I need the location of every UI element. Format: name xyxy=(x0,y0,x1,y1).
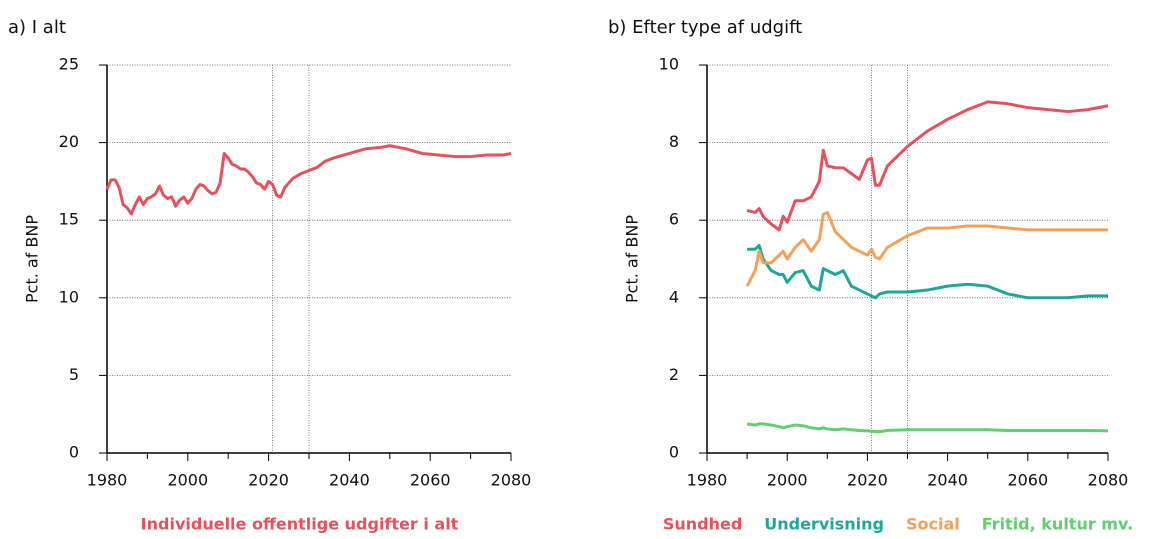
chart-title: a) I alt xyxy=(8,17,66,38)
legend-label: Fritid, kultur mv. xyxy=(982,515,1133,534)
y-tick-label: 4 xyxy=(669,287,679,306)
y-axis-label: Pct. af BNP xyxy=(23,215,42,303)
line-series xyxy=(747,243,1108,300)
x-tick-label: 2080 xyxy=(1088,471,1129,490)
y-tick-label: 10 xyxy=(659,55,679,74)
x-tick-label: 2020 xyxy=(248,471,289,490)
y-tick-label: 8 xyxy=(669,132,679,151)
x-tick-label: 2040 xyxy=(329,471,370,490)
y-axis-label: Pct. af BNP xyxy=(623,215,642,303)
x-tick-label: 2000 xyxy=(167,471,208,490)
y-tick-label: 6 xyxy=(669,210,679,229)
y-tick-label: 0 xyxy=(669,443,679,462)
y-tick-label: 15 xyxy=(59,210,79,229)
y-tick-label: 2 xyxy=(669,365,679,384)
y-tick-label: 10 xyxy=(59,287,79,306)
x-tick-label: 2040 xyxy=(927,471,968,490)
x-tick-label: 1980 xyxy=(87,471,128,490)
y-tick-label: 5 xyxy=(69,365,79,384)
chart-title: b) Efter type af udgift xyxy=(608,17,802,38)
x-tick-label: 2080 xyxy=(491,471,532,490)
x-tick-label: 2060 xyxy=(410,471,451,490)
y-tick-label: 25 xyxy=(59,55,79,74)
legend-label: Sundhed xyxy=(663,515,742,534)
legend-label: Individuelle offentlige udgifter i alt xyxy=(141,515,459,534)
x-tick-label: 2000 xyxy=(767,471,808,490)
x-tick-label: 2060 xyxy=(1007,471,1048,490)
y-tick-label: 20 xyxy=(59,132,79,151)
line-series xyxy=(105,144,512,216)
x-tick-label: 2020 xyxy=(847,471,888,490)
line-series xyxy=(745,210,1108,287)
legend-label: Undervisning xyxy=(764,515,884,534)
y-tick-label: 0 xyxy=(69,443,79,462)
line-series xyxy=(746,100,1109,232)
x-tick-label: 1980 xyxy=(687,471,728,490)
line-series xyxy=(746,422,1109,434)
legend-label: Social xyxy=(906,515,960,534)
